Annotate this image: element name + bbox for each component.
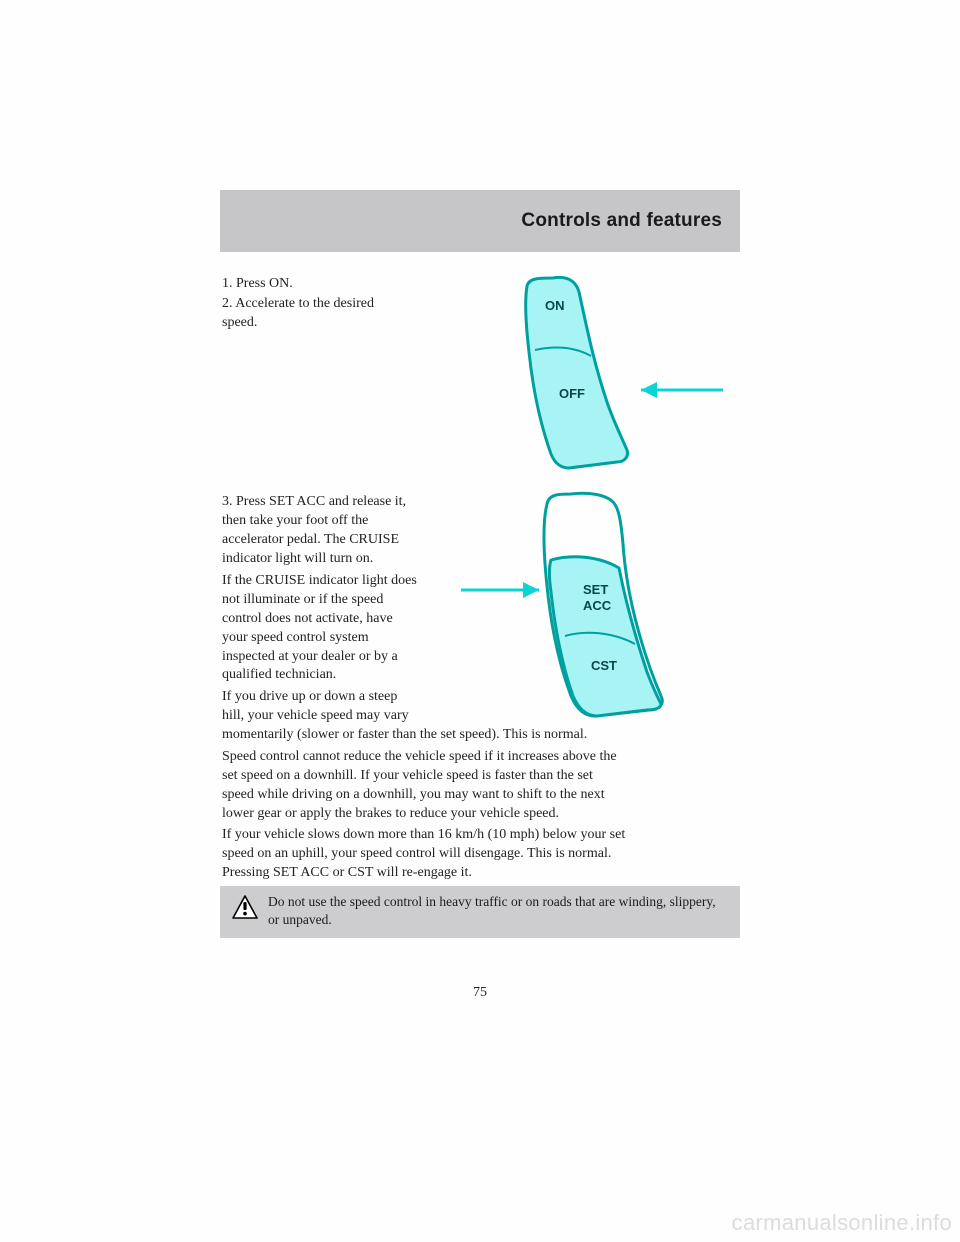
step-2: 2. Accelerate to the desired speed. [222,295,374,333]
off-label: OFF [559,386,585,401]
watermark: carmanualsonline.info [732,1210,952,1236]
climb2: hill, your vehicle speed may vary [222,707,482,726]
note-e: inspected at your dealer or by a [222,648,482,667]
header-title: Controls and features [521,210,722,232]
note-c: control does not activate, have [222,610,482,629]
arrow-head-2 [523,582,539,598]
drop3: Pressing SET ACC or CST will re-engage i… [222,864,742,883]
warning-icon [232,895,258,919]
note-d: your speed control system [222,629,482,648]
note-f: qualified technician. [222,666,482,685]
step2-line2: speed. [222,314,374,333]
step3-l4: indicator light will turn on. [222,550,472,569]
drop2: speed on an uphill, your speed control w… [222,845,742,864]
cst-label: CST [591,658,617,673]
header-band: Controls and features [220,190,740,252]
downshift1: Speed control cannot reduce the vehicle … [222,748,742,767]
on-label: ON [545,298,565,313]
climb-part2: momentarily (slower or faster than the s… [222,726,742,745]
arrow-head-1 [641,382,657,398]
drop-para: If your vehicle slows down more than 16 … [222,826,742,883]
page-number: 75 [220,985,740,1001]
downshift4: lower gear or apply the brakes to reduce… [222,805,742,824]
step3-l3: accelerator pedal. The CRUISE [222,531,472,550]
note-cruise: If the CRUISE indicator light does not i… [222,572,482,685]
warning-text: Do not use the speed control in heavy tr… [268,893,730,929]
figure-set-cst: SET ACC CST [455,488,740,708]
downshift-para: Speed control cannot reduce the vehicle … [222,748,742,824]
climb3: momentarily (slower or faster than the s… [222,726,742,745]
step3-l1: 3. Press SET ACC and release it, [222,493,472,512]
onoff-panel-outline [526,277,628,468]
climb1: If you drive up or down a steep [222,688,482,707]
drop1: If your vehicle slows down more than 16 … [222,826,742,845]
setacc-label-line1: SET [583,582,608,597]
step1-text: 1. Press ON. [222,275,293,294]
downshift2: set speed on a downhill. If your vehicle… [222,767,742,786]
step2-line1: 2. Accelerate to the desired [222,295,374,314]
downshift3: speed while driving on a downhill, you m… [222,786,742,805]
setacc-label-line2: ACC [583,598,612,613]
note-a: If the CRUISE indicator light does [222,572,482,591]
figure-on-off: ON OFF [465,270,740,460]
warning-box: Do not use the speed control in heavy tr… [220,886,740,938]
note-b: not illuminate or if the speed [222,591,482,610]
climb-part1: If you drive up or down a steep hill, yo… [222,688,482,726]
step-3: 3. Press SET ACC and release it, then ta… [222,493,472,569]
step3-l2: then take your foot off the [222,512,472,531]
step-1: 1. Press ON. [222,275,293,294]
